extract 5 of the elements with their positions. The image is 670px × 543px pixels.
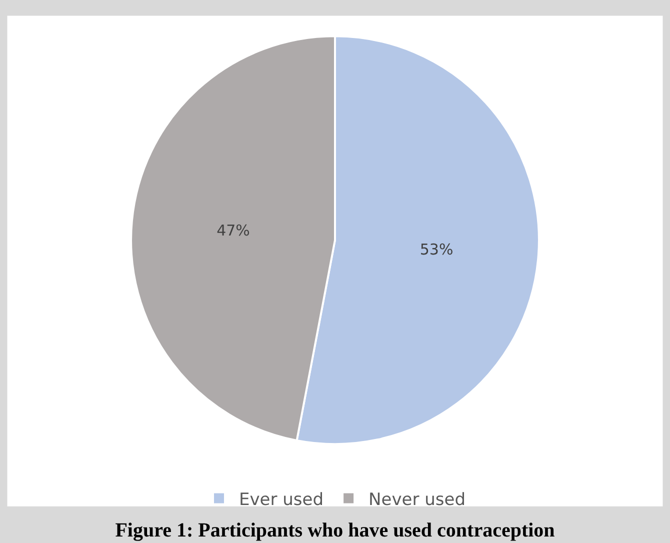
legend-label: Never used bbox=[368, 490, 466, 510]
text: Figure 1: Participants who have used contraception bbox=[115, 519, 555, 542]
data-label: 47% bbox=[216, 222, 250, 240]
legend-label: Ever used bbox=[239, 490, 324, 510]
data-label: 53% bbox=[420, 240, 454, 259]
